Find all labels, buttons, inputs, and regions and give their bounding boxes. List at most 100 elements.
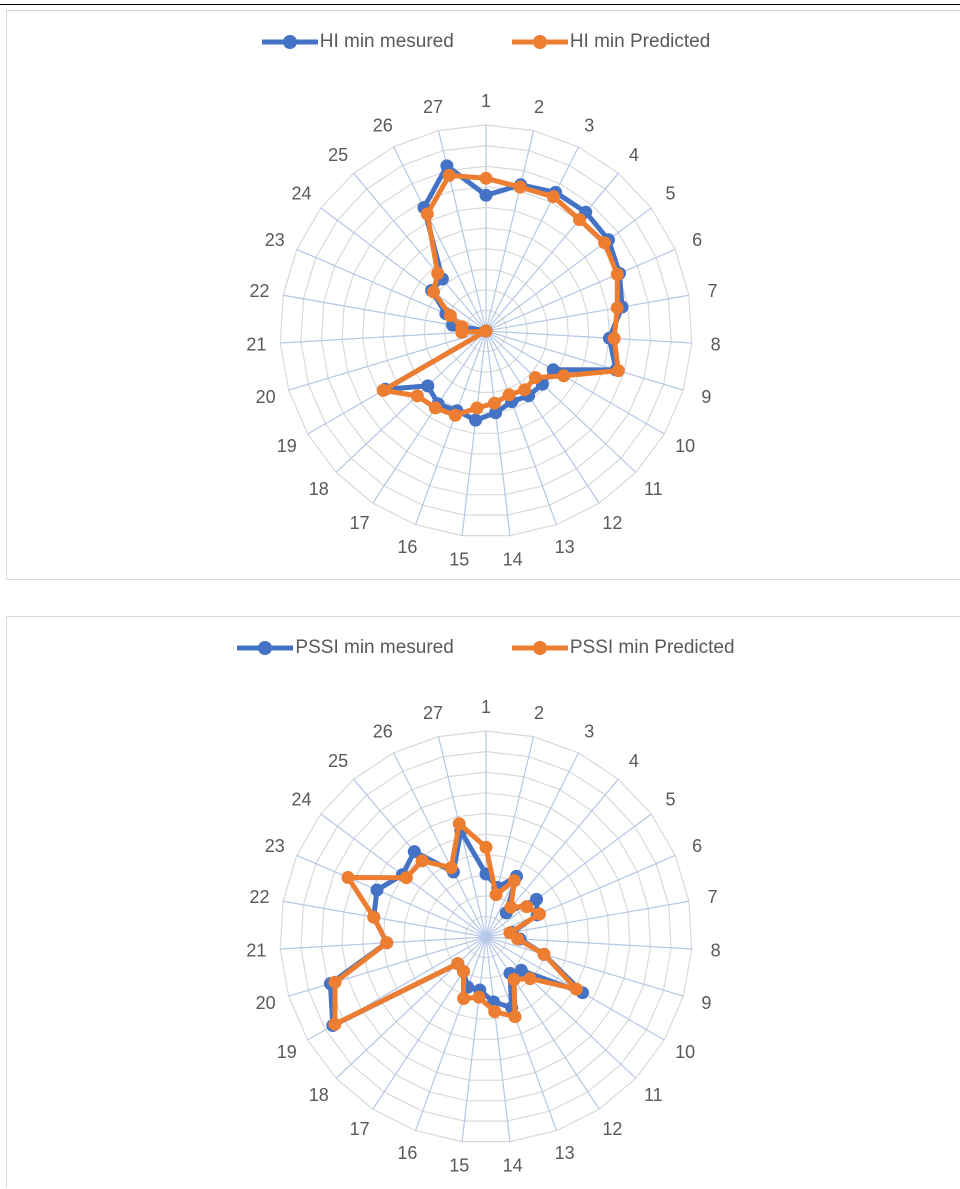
category-tick-label: 1	[481, 91, 491, 111]
legend-item-predicted: PSSI min Predicted	[511, 637, 735, 659]
grid-spoke	[485, 146, 579, 332]
grid-spoke	[485, 752, 579, 938]
data-point	[428, 401, 442, 415]
category-tick-label: 16	[397, 1143, 417, 1163]
category-tick-label: 10	[675, 436, 695, 456]
data-point	[508, 1010, 522, 1024]
grid-ring	[300, 750, 672, 1122]
category-tick-label: 15	[449, 1155, 469, 1175]
top-border-line	[0, 4, 960, 5]
grid-spoke	[461, 936, 487, 1142]
category-tick-label: 19	[277, 436, 297, 456]
grid-ring	[423, 268, 549, 393]
category-tick-label: 23	[265, 836, 285, 856]
legend-item-measured: PSSI min mesured	[237, 637, 454, 659]
grid-spoke	[485, 936, 637, 1079]
data-point	[470, 401, 484, 415]
grid-ring	[464, 915, 508, 959]
data-point	[530, 892, 543, 906]
grid-spoke	[485, 936, 511, 1142]
category-tick-label: 23	[265, 230, 285, 250]
grid-spoke	[485, 813, 652, 938]
grid-ring	[361, 206, 611, 455]
data-point	[431, 266, 445, 280]
grid-spoke	[485, 330, 511, 536]
category-tick-label: 13	[555, 537, 575, 557]
grid-ring	[382, 833, 590, 1040]
category-tick-label: 11	[644, 1085, 663, 1105]
category-tick-label: 27	[423, 703, 443, 723]
data-point	[487, 396, 501, 410]
data-point	[514, 963, 528, 977]
grid-spoke	[288, 330, 487, 391]
data-point	[380, 936, 394, 950]
grid-spoke	[485, 207, 652, 332]
series-line	[332, 821, 579, 1027]
pssi-radar-plot: 1 234567891011121314151617181920212223242…	[246, 697, 720, 1175]
series-line	[327, 828, 585, 1028]
category-tick-label: 12	[602, 1119, 622, 1139]
category-tick-label: 8	[711, 334, 721, 354]
grid-spoke	[485, 330, 684, 391]
category-tick-label: 24	[291, 184, 311, 204]
data-point	[598, 236, 612, 250]
category-tick-label: 16	[397, 537, 417, 557]
grid-spoke	[296, 854, 487, 938]
data-point	[421, 379, 435, 393]
grid-ring	[382, 227, 590, 434]
category-tick-label: 7	[707, 887, 717, 907]
category-tick-label: 3	[584, 721, 594, 741]
grid-spoke	[372, 936, 487, 1110]
category-tick-label: 4	[629, 751, 639, 771]
data-point	[611, 364, 625, 378]
grid-spoke	[393, 752, 487, 938]
data-point	[537, 947, 551, 961]
legend-label-predicted: HI min Predicted	[569, 31, 711, 52]
category-tick-label: 22	[249, 887, 269, 907]
data-point	[367, 910, 381, 924]
category-tick-label: 13	[555, 1143, 575, 1163]
category-tick-label: 6	[692, 836, 702, 856]
data-point	[607, 332, 621, 345]
legend-swatch-predicted	[511, 35, 568, 49]
grid-ring	[403, 853, 569, 1020]
grid-spoke	[280, 330, 487, 344]
grid-spoke	[485, 172, 619, 332]
data-point	[479, 324, 493, 338]
grid-spoke	[461, 330, 487, 536]
data-point	[452, 817, 466, 831]
grid-spoke	[335, 936, 487, 1079]
data-point	[488, 1005, 502, 1019]
data-point	[479, 188, 493, 202]
legend-swatch-predicted	[511, 641, 568, 655]
legend-swatch-measured	[261, 35, 318, 49]
data-point	[415, 854, 429, 868]
grid-ring	[464, 309, 508, 353]
grid-spoke	[485, 248, 676, 332]
category-tick-label: 6	[692, 230, 702, 250]
data-point	[448, 408, 462, 422]
hi-radar-plot: 1 234567891011121314151617181920212223242…	[246, 91, 721, 569]
data-point	[523, 972, 537, 986]
category-tick-label: 9	[701, 387, 711, 407]
data-point	[479, 840, 493, 854]
category-tick-label: 24	[291, 790, 311, 810]
data-point	[502, 388, 516, 402]
grid-ring	[300, 144, 672, 516]
data-point	[557, 369, 571, 383]
data-point	[507, 973, 521, 986]
category-tick-label: 10	[675, 1042, 695, 1062]
grid-spoke	[485, 330, 637, 473]
data-point	[457, 992, 471, 1005]
data-point	[472, 990, 486, 1004]
category-tick-label: 14	[503, 1155, 523, 1175]
grid-ring	[403, 247, 569, 414]
data-point	[469, 413, 483, 427]
data-point	[511, 932, 524, 946]
legend-label-measured: PSSI min mesured	[295, 637, 454, 658]
grid-spoke	[335, 330, 487, 473]
category-tick-label: 12	[602, 513, 622, 533]
data-point	[546, 363, 560, 377]
series-predicted	[328, 817, 583, 1031]
